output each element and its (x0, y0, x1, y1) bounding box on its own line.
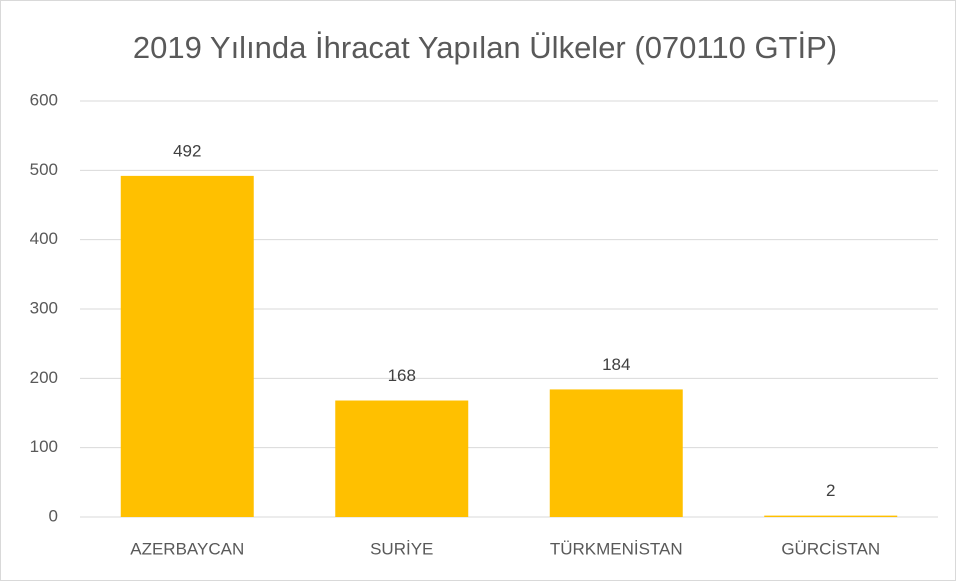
x-tick-label: GÜRCİSTAN (781, 539, 880, 558)
data-label: 168 (388, 366, 416, 385)
y-tick-label: 500 (30, 160, 58, 179)
x-tick-label: SURİYE (370, 539, 433, 558)
chart-title: 2019 Yılında İhracat Yapılan Ülkeler (07… (133, 30, 837, 65)
bar (120, 175, 254, 517)
data-label: 184 (602, 355, 630, 374)
y-tick-label: 0 (49, 506, 58, 525)
x-tick-label: AZERBAYCAN (130, 539, 244, 558)
x-tick-label: TÜRKMENİSTAN (550, 539, 683, 558)
y-tick-label: 200 (30, 368, 58, 387)
y-tick-label: 400 (30, 229, 58, 248)
y-tick-label: 600 (30, 90, 58, 109)
data-label: 2 (826, 481, 835, 500)
bar (549, 389, 683, 517)
data-label: 492 (173, 141, 201, 160)
bar (335, 400, 469, 517)
y-tick-label: 100 (30, 437, 58, 456)
y-tick-label: 300 (30, 298, 58, 317)
bar (764, 515, 898, 517)
